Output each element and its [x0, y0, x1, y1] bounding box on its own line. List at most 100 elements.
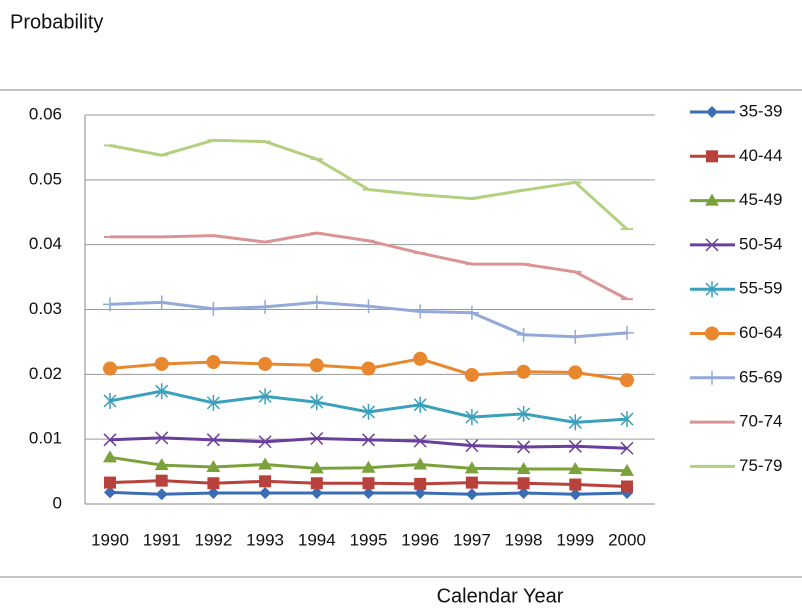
marker — [465, 476, 478, 489]
legend-marker — [705, 281, 719, 298]
marker — [103, 297, 117, 312]
marker — [310, 486, 323, 499]
marker — [361, 460, 376, 473]
marker — [621, 480, 633, 493]
marker — [155, 383, 169, 400]
marker — [258, 299, 273, 314]
x-tick-label: 1997 — [453, 530, 491, 549]
marker — [413, 351, 428, 366]
marker — [258, 435, 272, 449]
x-tick-label: 1998 — [505, 530, 543, 549]
marker — [465, 409, 479, 426]
marker — [154, 458, 169, 471]
marker — [414, 477, 427, 490]
marker — [620, 373, 634, 388]
marker — [207, 477, 220, 490]
marker — [413, 304, 428, 319]
marker — [362, 477, 375, 490]
y-tick-label: 0.05 — [29, 169, 62, 188]
marker — [258, 457, 273, 470]
marker — [103, 433, 117, 447]
marker — [309, 461, 324, 474]
marker — [207, 486, 220, 499]
legend-label: 35-39 — [739, 101, 782, 120]
marker — [104, 486, 116, 499]
x-tick-label: 1994 — [298, 530, 336, 549]
marker — [569, 488, 582, 501]
legend-marker — [705, 238, 719, 252]
legend-marker — [705, 326, 719, 341]
marker — [259, 486, 272, 499]
marker — [465, 439, 479, 453]
legend-label: 45-49 — [739, 190, 782, 209]
x-tick-label: 1999 — [556, 530, 594, 549]
marker — [464, 461, 479, 474]
marker — [155, 474, 168, 487]
marker — [362, 486, 375, 499]
marker — [413, 457, 428, 470]
marker — [154, 295, 169, 310]
marker — [568, 365, 583, 380]
marker — [259, 475, 272, 488]
marker — [361, 361, 376, 376]
y-tick-label: 0.03 — [29, 299, 62, 318]
marker — [103, 450, 117, 463]
marker — [206, 355, 221, 370]
legend-label: 75-79 — [739, 456, 782, 475]
marker — [568, 461, 583, 474]
series — [103, 450, 634, 476]
marker — [516, 461, 531, 474]
marker — [206, 460, 221, 473]
legend-label: 65-69 — [739, 367, 782, 386]
x-tick-label: 1990 — [91, 530, 129, 549]
marker — [206, 301, 221, 316]
marker — [414, 486, 427, 499]
y-tick-label: 0.04 — [29, 234, 62, 253]
marker — [413, 434, 427, 448]
marker — [103, 392, 117, 409]
legend-label: 70-74 — [739, 412, 782, 431]
x-tick-label: 1992 — [194, 530, 232, 549]
marker — [516, 364, 531, 379]
marker — [310, 431, 324, 446]
y-axis-label: Probability — [10, 11, 103, 33]
marker — [155, 431, 169, 445]
marker — [620, 441, 634, 455]
marker — [258, 356, 273, 371]
legend-marker — [705, 370, 719, 385]
marker — [309, 295, 324, 310]
marker — [155, 488, 168, 501]
legend-marker — [706, 106, 718, 118]
marker — [517, 405, 531, 422]
x-tick-label: 1996 — [401, 530, 439, 549]
x-tick-label: 1993 — [246, 530, 284, 549]
series — [103, 383, 634, 431]
series — [104, 486, 633, 501]
series — [104, 231, 633, 301]
marker — [413, 396, 427, 413]
marker — [620, 463, 634, 476]
series — [104, 138, 633, 231]
y-tick-label: 0.02 — [29, 364, 62, 383]
series — [104, 474, 633, 493]
marker — [258, 388, 272, 405]
marker — [568, 414, 582, 431]
marker — [206, 394, 220, 411]
legend-label: 40-44 — [739, 146, 782, 165]
marker — [569, 478, 582, 491]
marker — [464, 367, 479, 382]
legend-marker — [706, 150, 718, 163]
marker — [620, 325, 634, 340]
legend-marker — [705, 193, 719, 206]
marker — [517, 440, 531, 454]
series-line — [109, 138, 629, 231]
series-line — [110, 231, 628, 301]
legend-label: 60-64 — [739, 323, 782, 342]
series — [103, 295, 634, 344]
y-tick-label: 0.01 — [29, 429, 62, 448]
marker — [104, 476, 116, 489]
marker — [517, 477, 530, 490]
x-tick-label: 2000 — [608, 530, 646, 549]
marker — [310, 477, 323, 490]
